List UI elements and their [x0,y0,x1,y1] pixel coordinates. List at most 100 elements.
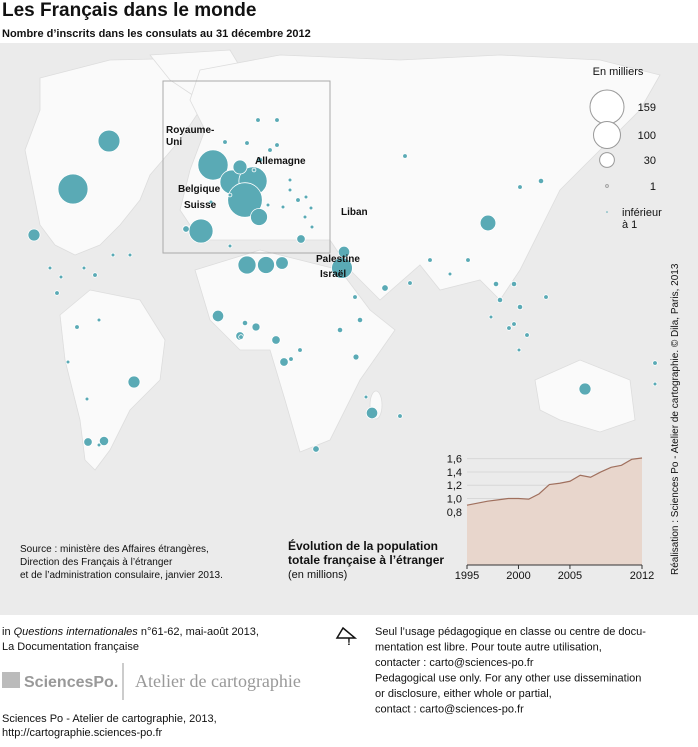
country-label: Allemagne [255,156,306,167]
bubble [227,192,233,198]
reference-part: in [2,626,14,638]
bubble [227,182,263,218]
reference: in Questions internationales n°61-62, ma… [2,626,259,638]
bubble [543,294,549,300]
bubble [47,265,53,271]
bubble [241,319,249,327]
australia [534,359,636,433]
bubble [303,194,309,200]
bubbles [27,117,658,453]
legend-below: inférieur [622,207,662,219]
area-line [466,457,643,506]
bubble [447,271,453,277]
x-tick-label: 2005 [558,570,582,582]
bubble [222,139,228,145]
bubble [537,177,545,185]
bubble [308,205,314,211]
bubble [238,334,244,340]
bubble [302,214,308,220]
bubble [356,316,364,324]
country-label: Israël [320,269,346,280]
bubble [427,257,433,263]
bubble [363,394,369,400]
country-label: Liban [341,207,368,218]
y-tick-label: 1,4 [447,467,462,479]
notice-line: Pedagogical use only. For any other use … [375,673,641,685]
bubble [511,321,517,327]
bubble [275,256,289,270]
notice-line: mentation est libre. Pour toute autre ut… [375,642,602,654]
bubble [84,396,90,402]
warning-icon [335,626,358,639]
bubble [296,234,306,244]
bubble [352,353,360,361]
bubble [58,274,64,280]
bubble [488,314,494,320]
notice-line: or disclosure, either whole or partial, [375,688,552,700]
bubble [465,257,471,263]
country-label: Royaume- [166,125,214,136]
inset-frame [162,80,331,254]
source-line: et de l’administration consulaire, janvi… [20,570,223,581]
x-tick-label: 2000 [506,570,530,582]
bottom-credit: http://cartographie.sciences-po.fr [2,727,163,739]
bubble [312,445,320,453]
bubble [127,252,133,258]
credit: Réalisation : Sciences Po - Atelier de c… [670,263,681,575]
bubble [517,184,523,190]
bubble [274,117,280,123]
bubble [287,177,293,183]
bubble [516,303,524,311]
bubble [237,255,257,275]
bubble [81,265,87,271]
bubble [506,325,512,331]
bubble [57,173,89,205]
notice-line: contact : carto@sciences-po.fr [375,704,524,716]
legend-title: En milliers [593,66,644,78]
bubble [510,280,518,288]
bubble [251,167,257,173]
country-label: Palestine [316,254,360,265]
warning-mark: ! [347,636,351,648]
bubble [188,218,214,244]
atelier: Atelier de cartographie [135,671,301,691]
bubble [232,159,248,175]
bubble [267,147,273,153]
source-line: Source : ministère des Affaires étrangèr… [20,544,209,555]
bubble [309,224,315,230]
bubble [256,156,264,164]
notice-line: contacter : carto@sciences-po.fr [375,657,534,669]
bubble [74,324,80,330]
bubble [182,225,190,233]
legend-dot [606,211,608,213]
bubble [297,347,303,353]
bubble [197,149,229,181]
bubble [127,375,141,389]
legend-circle [589,89,625,125]
bubble [244,140,250,146]
bubble [397,413,403,419]
bubble [54,290,60,296]
country-label: Belgique [178,184,221,195]
bubble [265,202,271,208]
chart-title: Évolution de la population [288,538,438,553]
country-label: Suisse [184,200,217,211]
bubble [280,204,286,210]
bubble [288,356,294,362]
bubble [257,256,275,274]
y-tick-label: 1,2 [447,480,462,492]
legend-label: 30 [644,155,656,167]
bubble [255,117,261,123]
bottom-credit: Sciences Po - Atelier de cartographie, 2… [2,713,217,725]
bubble [287,187,293,193]
bubble [578,382,592,396]
chart-subtitle: (en millions) [288,569,347,581]
chart-title: totale française à l’étranger [288,553,444,567]
bubble [279,357,289,367]
y-tick-label: 1,0 [447,494,462,506]
bubble [274,142,280,148]
bubble [250,208,268,226]
bubble [352,294,358,300]
south-america [59,289,166,471]
